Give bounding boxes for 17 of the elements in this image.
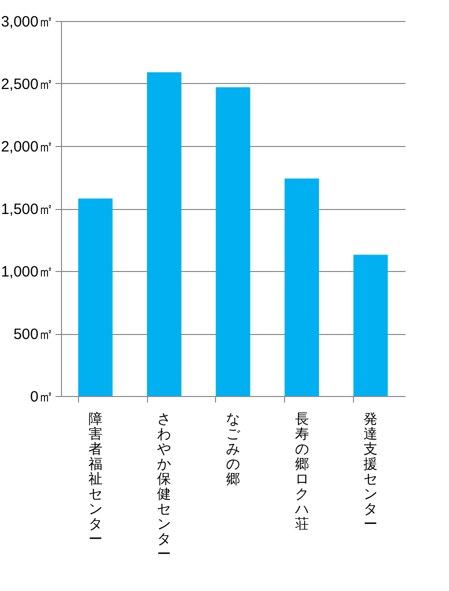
y-tick-label: 1,000㎡ xyxy=(0,264,54,280)
bar xyxy=(216,87,250,396)
y-tick-label: 2,500㎡ xyxy=(0,76,54,93)
bar xyxy=(284,178,319,396)
y-tick-label: 0㎡ xyxy=(30,388,54,406)
bar xyxy=(147,72,182,396)
category-label: 障害者福祉センター xyxy=(88,410,102,546)
y-tick-label: 500㎡ xyxy=(13,326,54,343)
y-tick-label: 3,000㎡ xyxy=(0,14,54,30)
x-tick-label: 発達支援センター xyxy=(364,410,378,532)
bar xyxy=(78,198,113,396)
y-tick-label: 2,000㎡ xyxy=(0,138,54,156)
x-tick-label: 長寿の郷ロクハ荘 xyxy=(294,410,309,532)
y-tick-label: 1,500㎡ xyxy=(0,201,54,218)
category-label: さわやか保健センター xyxy=(157,410,172,562)
bar xyxy=(353,254,388,396)
x-tick-label: なごみの郷 xyxy=(226,410,241,486)
